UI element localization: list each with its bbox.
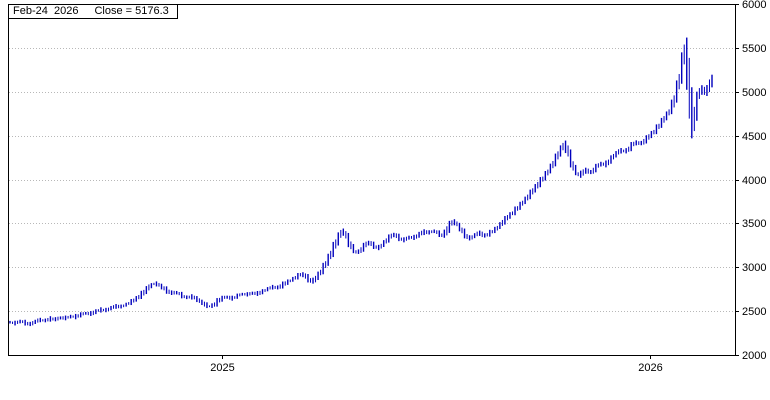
- info-date-label: Feb-24 2026: [13, 5, 79, 17]
- y-axis-label: 6000: [742, 0, 766, 11]
- y-axis-label: 3000: [742, 262, 766, 274]
- y-axis-label: 4500: [742, 131, 766, 143]
- y-axis-label: 3500: [742, 218, 766, 230]
- x-axis-label: 2025: [210, 362, 234, 374]
- info-box: Feb-24 2026 Close = 5176.3: [8, 4, 178, 19]
- y-axis-label: 2500: [742, 306, 766, 318]
- y-axis-label: 5000: [742, 87, 766, 99]
- x-axis-label: 2026: [638, 362, 662, 374]
- y-axis-label: 2000: [742, 350, 766, 362]
- info-close-label: Close = 5176.3: [94, 5, 169, 17]
- y-axis-label: 5500: [742, 43, 766, 55]
- y-axis-label: 4000: [742, 175, 766, 187]
